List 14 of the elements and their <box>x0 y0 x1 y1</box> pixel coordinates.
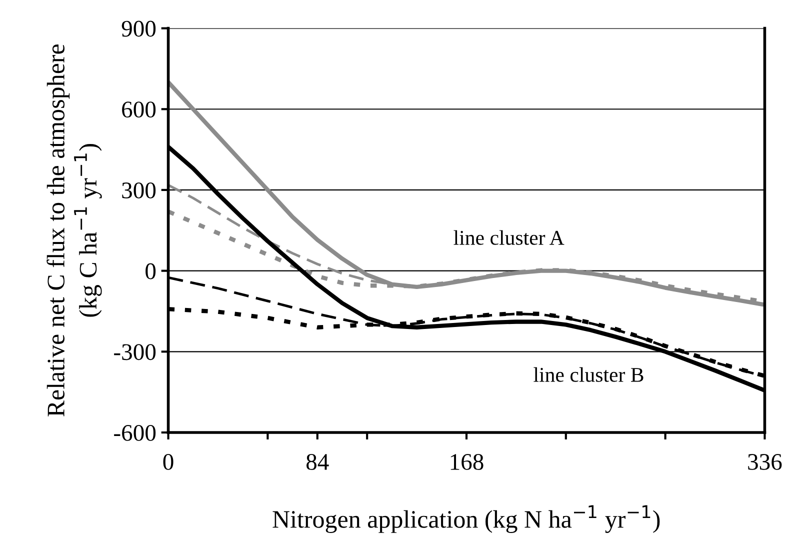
y-tick-label: 300 <box>122 182 156 198</box>
y-tick-label: 0 <box>146 263 156 280</box>
x-tick-label: 336 <box>748 454 782 470</box>
x-axis-title: Nitrogen application (kg N ha$^{−1}$ yr$^{−1}$) <box>272 505 660 534</box>
x-tick-label: 0 <box>163 454 174 470</box>
y-tick-label: 900 <box>122 20 156 37</box>
annotation: line cluster A <box>454 230 564 245</box>
y-tick-label: -600 <box>114 424 156 441</box>
x-tick-label: 168 <box>450 454 484 470</box>
annotation: line cluster B <box>534 367 644 382</box>
y-tick-label: 600 <box>122 102 156 118</box>
x-tick-label: 84 <box>306 454 329 470</box>
y-tick-label: -300 <box>114 344 156 360</box>
y-axis-title: Relative net C flux to the atmosphere (kg C ha$^{−1}$ yr$^{−1}$) <box>46 44 102 416</box>
